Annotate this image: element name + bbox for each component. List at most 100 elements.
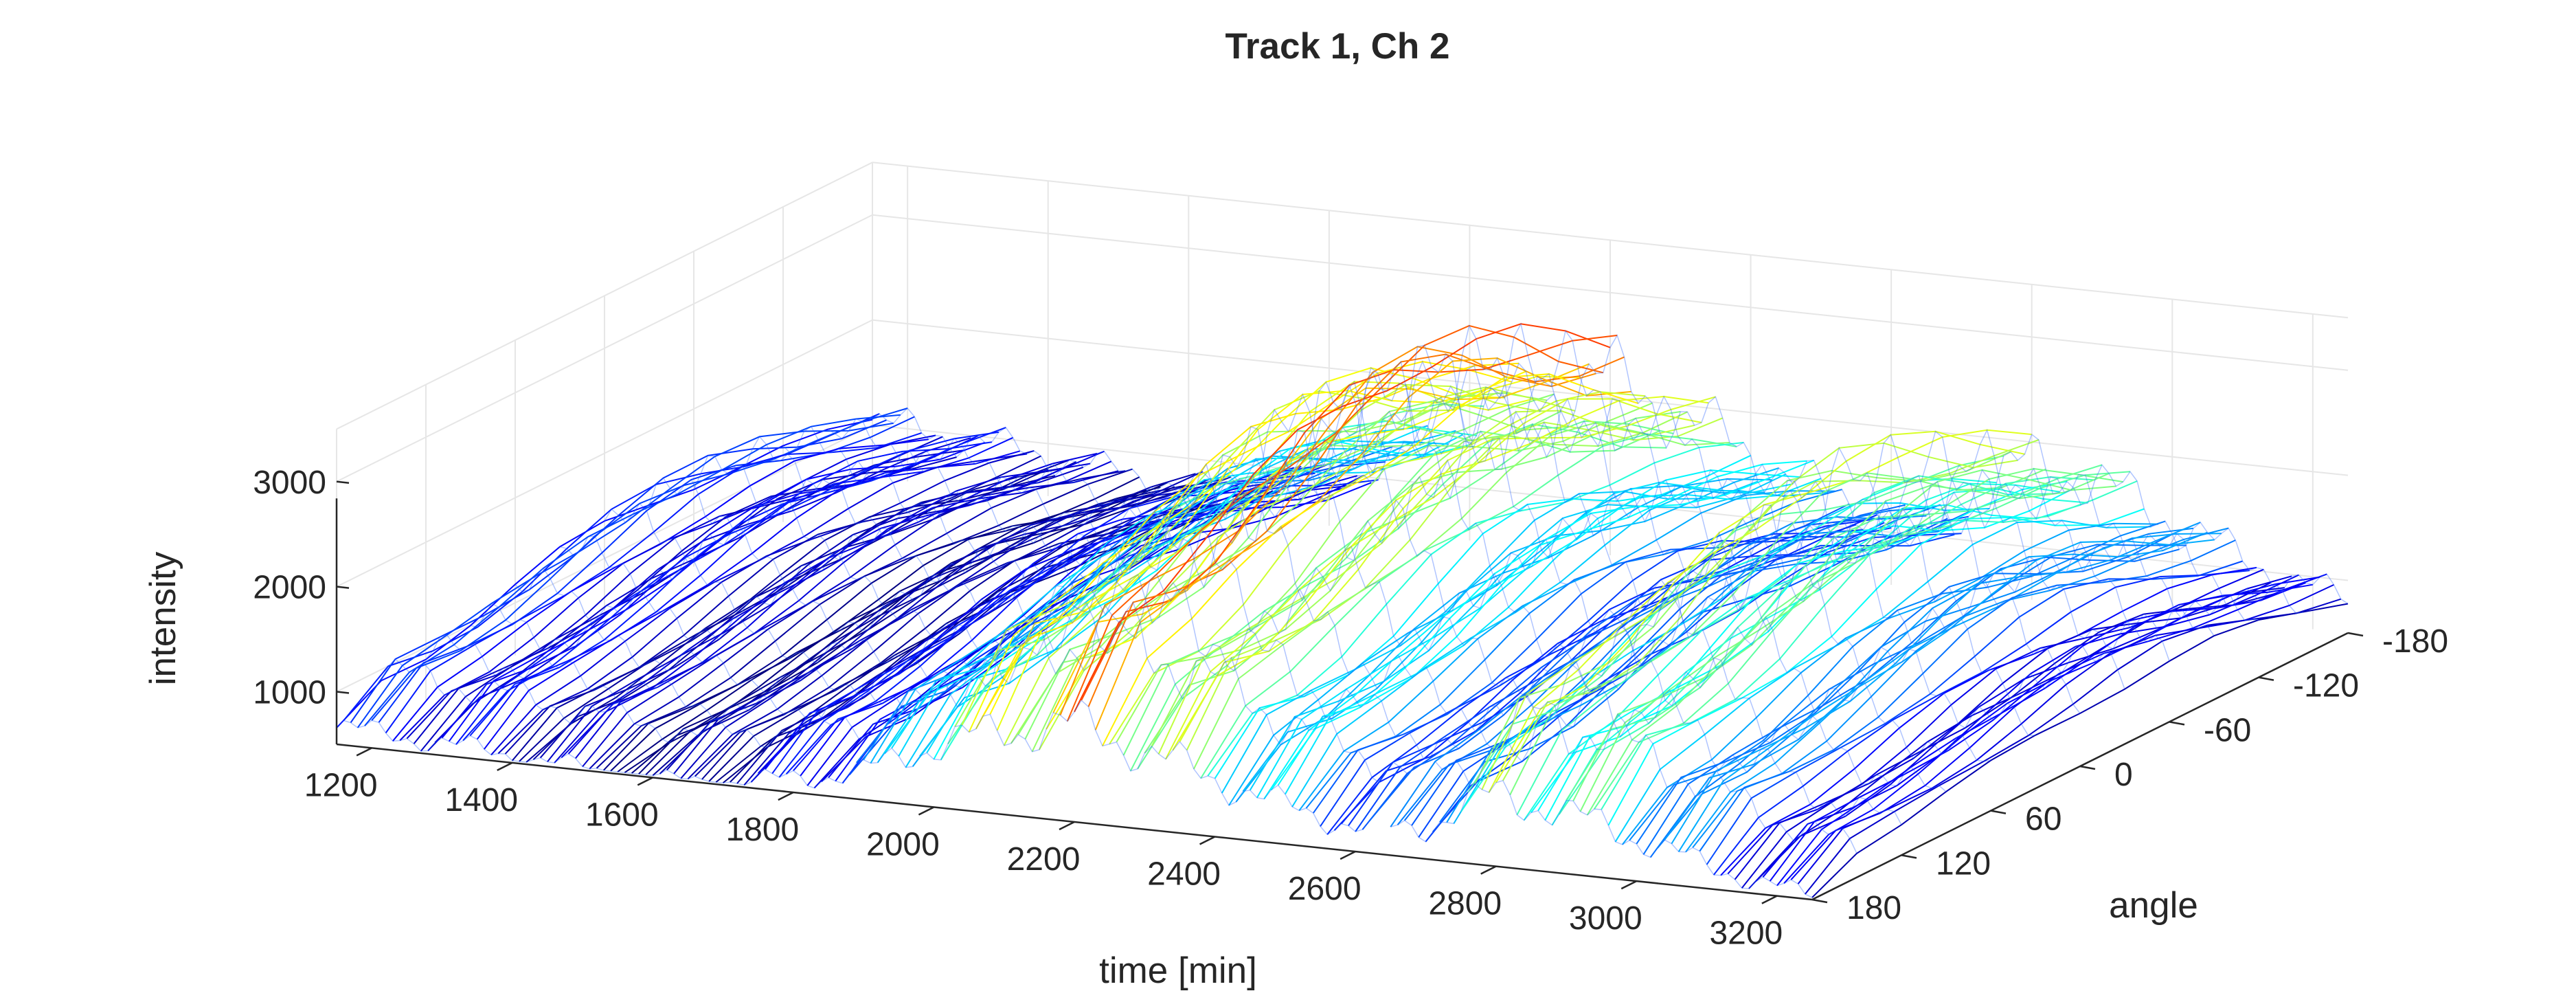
y-tick-mark <box>2169 721 2185 726</box>
mesh-line-time <box>1052 363 1590 713</box>
y-axis-label: angle <box>2109 885 2198 926</box>
mesh-line-time <box>336 419 873 728</box>
mesh-line-time <box>504 455 1041 755</box>
mesh-line-time <box>1200 433 1737 779</box>
x-tick-label: 2400 <box>1147 856 1221 893</box>
mesh-line-time <box>645 489 1182 776</box>
x-tick-mark <box>1480 865 1497 875</box>
mesh-line-angle <box>782 322 2259 621</box>
mesh-line-time <box>1137 420 1674 770</box>
mesh-line-time <box>497 450 1035 755</box>
y-tick-label: -60 <box>2204 712 2251 748</box>
mesh-line-time <box>1439 508 1976 823</box>
z-grid-line <box>872 319 2349 476</box>
mesh-line-time <box>1017 393 1555 735</box>
x-tick-mark <box>1761 895 1778 904</box>
mesh-line-time <box>399 434 936 742</box>
x-axis-label: time [min] <box>1099 950 1257 991</box>
y-tick-label: 120 <box>1936 845 1991 882</box>
mesh-line-time <box>1326 529 1864 835</box>
mesh-line-time <box>617 493 1154 772</box>
mesh-line-time <box>1285 478 1822 795</box>
mesh-line-time <box>989 370 1526 715</box>
y-tick-mark <box>1811 898 1828 904</box>
y-tick-mark <box>2079 765 2096 770</box>
mesh-line-time <box>1516 475 2053 816</box>
z-tick-label: 1000 <box>253 675 326 711</box>
mesh-line-angle <box>336 699 1813 898</box>
mesh-line-time <box>1713 570 2250 876</box>
mesh-line-angle <box>381 601 1857 854</box>
y-tick-mark <box>1901 854 1917 859</box>
mesh-line-time <box>1594 471 2130 810</box>
mesh-line-time <box>1094 357 1631 731</box>
x-tick-label: 3200 <box>1709 915 1783 952</box>
x-tick-mark <box>778 791 794 801</box>
mesh-line-time <box>364 414 901 726</box>
mesh-line-time <box>1207 441 1744 777</box>
z-tick-mark <box>336 586 350 589</box>
x-tick-label: 2200 <box>1007 841 1081 878</box>
mesh-line-time <box>800 476 1337 777</box>
mesh-line-time <box>1551 488 2088 826</box>
mesh-line-time <box>575 460 1112 759</box>
mesh-line-time <box>602 476 1140 771</box>
mesh-line-angle <box>872 334 2349 605</box>
x-tick-label: 3000 <box>1569 900 1642 937</box>
y-tick-label: -180 <box>2382 623 2448 660</box>
mesh-line-time <box>519 475 1056 762</box>
mesh-line-time <box>343 413 880 722</box>
mesh-line-time <box>596 468 1133 769</box>
mesh-line-time <box>1186 417 1724 751</box>
x-tick-label: 2600 <box>1288 871 1362 907</box>
mesh-line-time <box>1586 467 2123 816</box>
mesh-line-time <box>1502 439 2040 781</box>
mesh-line-angle <box>648 360 2125 689</box>
mesh-line-time <box>448 441 986 742</box>
mesh-line-time <box>1811 603 2349 898</box>
mesh-line-time <box>1453 502 1990 824</box>
mesh-line-time <box>526 467 1063 763</box>
mesh-line-time <box>1642 548 2180 855</box>
mesh-line-time <box>1031 400 1568 753</box>
mesh-line-time <box>1572 473 2110 801</box>
mesh-line-time <box>919 430 1456 757</box>
mesh-line-time <box>350 419 887 724</box>
x-tick-label: 1800 <box>725 812 799 848</box>
mesh-line-time <box>462 431 999 742</box>
z-grid-line <box>872 162 2349 319</box>
mesh-line-time <box>856 446 1393 764</box>
mesh-line-time <box>1664 522 2201 840</box>
mesh-line-time <box>1481 442 2018 790</box>
mesh-line-time <box>975 361 1513 730</box>
mesh-line-angle <box>827 329 2304 614</box>
y-tick-label: 60 <box>2025 801 2061 838</box>
x-tick-mark <box>356 747 372 757</box>
z-axis-label: intensity <box>143 551 183 685</box>
y-tick-label: -120 <box>2293 668 2359 704</box>
mesh-line-time <box>1263 469 1800 800</box>
grid-lines <box>336 162 2349 744</box>
mesh-line-time <box>898 441 1435 757</box>
mesh-line-time <box>406 436 943 739</box>
mesh-line-time <box>1467 455 2004 793</box>
mesh-line-angle <box>515 473 1991 762</box>
mesh-line-time <box>1509 468 2046 796</box>
mesh-line-time <box>1277 459 1814 786</box>
chart-title: Track 1, Ch 2 <box>1225 26 1449 67</box>
mesh-line-time <box>371 408 908 721</box>
mesh-line-time <box>1783 576 2320 884</box>
mesh-line-time <box>1649 544 2187 858</box>
mesh-line-time <box>1270 460 1807 791</box>
mesh-line-time <box>1805 598 2342 895</box>
mesh-line-time <box>870 451 1407 764</box>
mesh-line-time <box>547 466 1084 763</box>
mesh-line-time <box>1228 485 1765 806</box>
mesh-line-time <box>455 441 993 745</box>
mesh-line-time <box>1614 520 2151 843</box>
z-tick-mark <box>336 691 350 694</box>
x-tick-label: 2800 <box>1428 886 1502 922</box>
x-tick-mark <box>918 806 934 816</box>
mesh-line-time <box>1179 396 1716 742</box>
